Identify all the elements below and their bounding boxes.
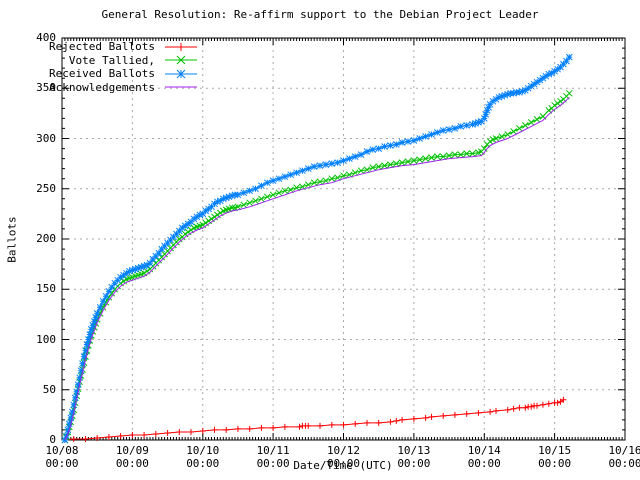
- series-line-received-ballots: [64, 56, 570, 441]
- legend-label: Acknowledgements: [49, 80, 155, 94]
- legend-item-acknowledgements: Acknowledgements: [44, 81, 199, 95]
- y-tick-label: 150: [36, 282, 56, 296]
- x-tick-label: 10/15 00:00: [538, 444, 572, 470]
- legend-sample-marker: [177, 42, 185, 51]
- legend-sample-marker: [176, 69, 186, 79]
- plot-border: [61, 37, 626, 441]
- x-tick-label: 10/08 00:00: [45, 444, 79, 470]
- x-tick-label: 10/11 00:00: [256, 444, 290, 470]
- legend-label: Vote Tallied,: [68, 53, 155, 67]
- legend-item-rejected-ballots: Rejected Ballots: [44, 40, 199, 54]
- x-tick-label: 10/16 00:00: [608, 444, 640, 470]
- y-tick-label: 100: [36, 332, 56, 346]
- x-tick-label: 10/12 00:00: [326, 444, 361, 470]
- plain-line-icon: [165, 86, 197, 88]
- series-line-rejected-ballots: [64, 399, 564, 441]
- y-tick-label: 400: [36, 31, 56, 44]
- legend-item-vote-tallied: Vote Tallied,: [44, 54, 199, 68]
- x-marker-line-icon: [165, 55, 197, 65]
- legend: Rejected Ballots Vote Tallied, Received …: [44, 40, 199, 94]
- series-line-acknowledgements: [64, 96, 570, 441]
- chart-title: General Resolution: Re-affirm support to…: [101, 8, 539, 21]
- y-tick-label: 350: [36, 81, 56, 95]
- y-tick-label: 250: [36, 181, 56, 195]
- series-markers-star: [61, 53, 573, 444]
- star-marker-line-icon: [165, 69, 197, 79]
- x-tick-label: 10/13 00:00: [397, 444, 431, 470]
- x-tick-label: 10/10 00:00: [186, 444, 220, 470]
- y-tick-label: 200: [36, 232, 56, 245]
- legend-item-received-ballots: Received Ballots: [44, 67, 199, 81]
- y-tick-label: 300: [36, 131, 56, 145]
- legend-label: Rejected Ballots: [49, 40, 155, 54]
- plus-marker-line-icon: [165, 42, 197, 51]
- legend-label: Received Ballots: [49, 67, 155, 81]
- x-tick-label: 10/14 00:00: [467, 444, 501, 470]
- legend-sample-marker: [176, 55, 186, 65]
- y-tick-label: 50: [42, 382, 56, 396]
- x-axis-label: Date/Time (UTC): [293, 459, 393, 472]
- series-markers-plus: [61, 396, 567, 443]
- y-tick-label: 0: [49, 433, 56, 446]
- x-tick-label: 10/09 00:00: [115, 444, 149, 470]
